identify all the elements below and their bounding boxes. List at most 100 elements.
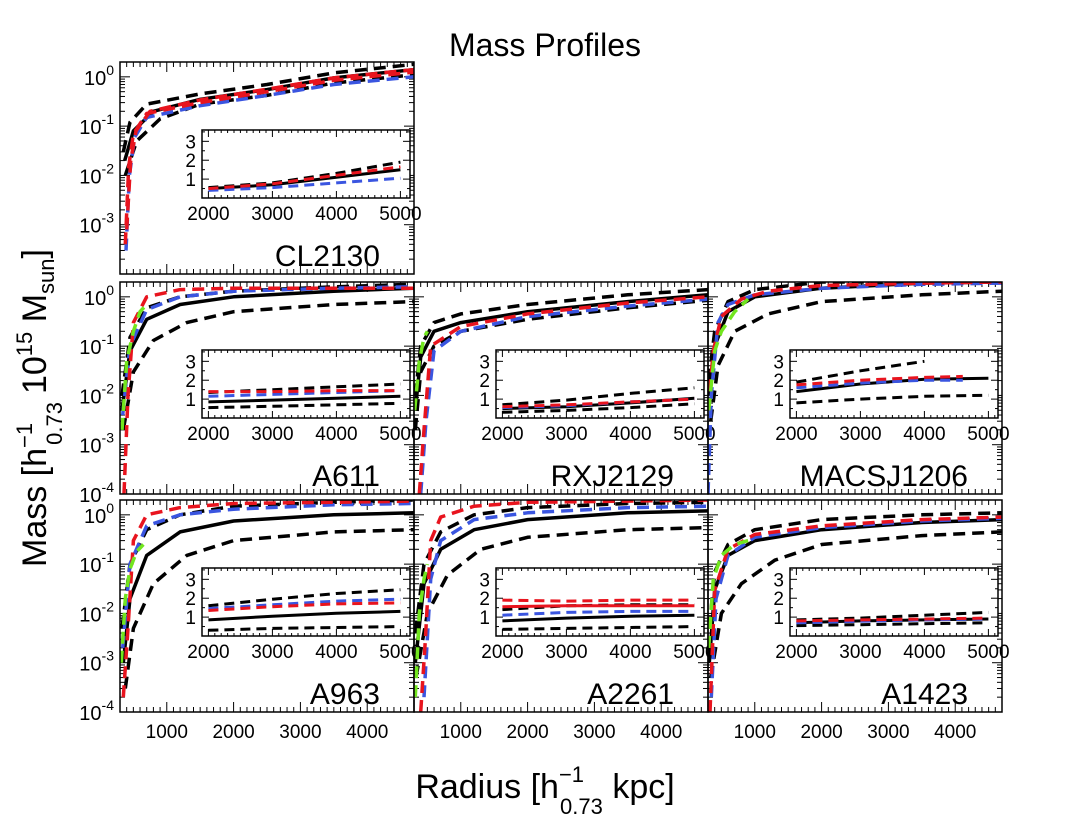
y-tick-label: 10-2 xyxy=(79,380,114,408)
inset-plot: 123 2000 3000 4000 5000 xyxy=(773,349,1010,445)
y-tick-label-exp: -2 xyxy=(102,160,115,176)
panel-frame xyxy=(119,61,415,275)
inset-x-tick-label: 3000 xyxy=(839,424,881,445)
inset-y-tick-label: 1 xyxy=(185,608,196,629)
inset-frame xyxy=(201,349,411,419)
inset-y-tick-label: 1 xyxy=(185,390,196,411)
panel-name-label: RXJ2129 xyxy=(551,460,674,493)
inset-series-black-dashed-1 xyxy=(208,401,401,410)
inset-x-tick-label: 2000 xyxy=(187,204,229,225)
series-blue-dashed-3 xyxy=(422,504,708,698)
x-axis-label-sup: −1 xyxy=(559,762,584,787)
x-tick-label: 2000 xyxy=(506,722,548,743)
inset-series-red-dashed-4 xyxy=(796,374,963,387)
series-red-dashed-4 xyxy=(708,515,1002,712)
inset-frame xyxy=(789,567,999,637)
panel-ticks xyxy=(413,281,709,495)
series-black-dashed-2 xyxy=(414,500,708,634)
inset-y-tick-label: 2 xyxy=(773,589,784,610)
inset-y-tick-label: 3 xyxy=(185,570,196,591)
y-tick-label-exp: -3 xyxy=(102,648,115,664)
series-black-dashed-1 xyxy=(708,289,1002,422)
y-tick-label-base: 10 xyxy=(79,386,101,408)
y-tick-label: 10-1 xyxy=(79,549,114,577)
inset-x-tick-label: 3000 xyxy=(839,642,881,663)
inset-x-tick-label: 5000 xyxy=(673,424,715,445)
series-black-dashed-1 xyxy=(123,527,414,689)
panel-series xyxy=(708,282,1002,494)
y-tick-label: 10-1 xyxy=(79,331,114,359)
inset-x-tick-label: 3000 xyxy=(251,424,293,445)
inset-x-tick-label: 5000 xyxy=(967,642,1009,663)
series-black-dashed-2 xyxy=(708,282,1002,381)
inset-x-tick-label: 3000 xyxy=(251,642,293,663)
y-tick-label: 100 xyxy=(84,282,114,310)
y-tick-label: 10-4 xyxy=(79,697,114,725)
y-tick-label-base: 10 xyxy=(79,337,101,359)
inset-y-tick-label: 2 xyxy=(479,589,490,610)
series-green-dashed-5 xyxy=(708,538,749,649)
inset-background xyxy=(790,350,998,418)
inset-series-black-solid-0 xyxy=(502,613,695,623)
inset-y-tick-label: 2 xyxy=(773,371,784,392)
panel-series xyxy=(414,287,708,494)
y-tick-label-base: 10 xyxy=(79,436,101,458)
panel-name-label: A1423 xyxy=(881,678,968,711)
inset-series-black-dashed-1 xyxy=(796,621,989,628)
inset-y-tick-label: 3 xyxy=(773,570,784,591)
inset-plot: 123 2000 3000 4000 5000 xyxy=(185,567,422,663)
panel-series xyxy=(120,500,414,698)
inset-y-tick-label: 3 xyxy=(773,352,784,373)
inset-series-red-dashed-4 xyxy=(208,601,401,612)
inset-y-tick-label: 3 xyxy=(185,352,196,373)
inset-series-black-dashed-2 xyxy=(796,359,925,384)
inset-x-tick-label: 3000 xyxy=(545,642,587,663)
inset-x-tick-label: 4000 xyxy=(315,642,357,663)
inset-series-red-dashed-4 xyxy=(502,598,695,603)
y-axis-label: Mass [h−1 0.73 1015 Msun] xyxy=(12,249,67,567)
x-tick-label: 1000 xyxy=(146,722,188,743)
inset-series-red-dashed-4 xyxy=(796,616,989,623)
inset-y-tick-label: 1 xyxy=(185,170,196,191)
inset-series xyxy=(502,598,695,631)
panel-macsj1206: 123 2000 3000 4000 5000 MACSJ1206 xyxy=(707,281,1010,495)
inset-series xyxy=(796,359,989,405)
inset-frame xyxy=(495,567,705,637)
inset-x-tick-label: 5000 xyxy=(379,642,421,663)
inset-plot: 123 2000 3000 4000 5000 xyxy=(185,129,422,225)
x-tick-label: 4000 xyxy=(934,722,976,743)
panel-frame xyxy=(707,281,1003,495)
y-tick-label-exp: -4 xyxy=(102,697,115,713)
series-black-dashed-1 xyxy=(121,299,414,431)
inset-y-tick-label: 2 xyxy=(185,151,196,172)
inset-series-black-solid-0 xyxy=(208,609,401,622)
inset-series-black-dashed-1 xyxy=(502,625,695,631)
y-axis-label-unit-sub: sun xyxy=(34,258,59,293)
inset-y-tick-label: 2 xyxy=(185,371,196,392)
series-black-dashed-2 xyxy=(708,511,1002,629)
y-tick-label-exp: -3 xyxy=(102,210,115,226)
y-tick-label-base: 10 xyxy=(79,703,101,725)
inset-x-tick-label: 4000 xyxy=(315,204,357,225)
panel-a2261: 1000 2000 3000 4000 123 2000 3000 4000 5000 A2261 xyxy=(413,499,716,743)
inset-x-tick-label: 5000 xyxy=(379,204,421,225)
series-green-dashed-5 xyxy=(120,543,145,663)
y-tick-label-base: 10 xyxy=(79,485,101,507)
inset-x-tick-label: 4000 xyxy=(903,424,945,445)
x-tick-label: 2000 xyxy=(800,722,842,743)
y-tick-label: 10-2 xyxy=(79,598,114,626)
y-tick-label-base: 10 xyxy=(84,288,106,310)
inset-series-blue-dashed-2 xyxy=(208,176,401,192)
panel-name-label: MACSJ1206 xyxy=(800,460,968,493)
y-tick-label-exp: -1 xyxy=(102,111,115,127)
inset-series-red-dashed-4 xyxy=(208,389,401,394)
inset-series-black-dashed-2 xyxy=(208,588,401,608)
panel-series xyxy=(414,500,708,712)
y-tick-label: 10-3 xyxy=(79,648,114,676)
x-axis-label-main: Radius [h xyxy=(415,768,559,806)
series-black-dashed-1 xyxy=(708,530,1002,678)
series-blue-dashed-3 xyxy=(418,297,708,494)
